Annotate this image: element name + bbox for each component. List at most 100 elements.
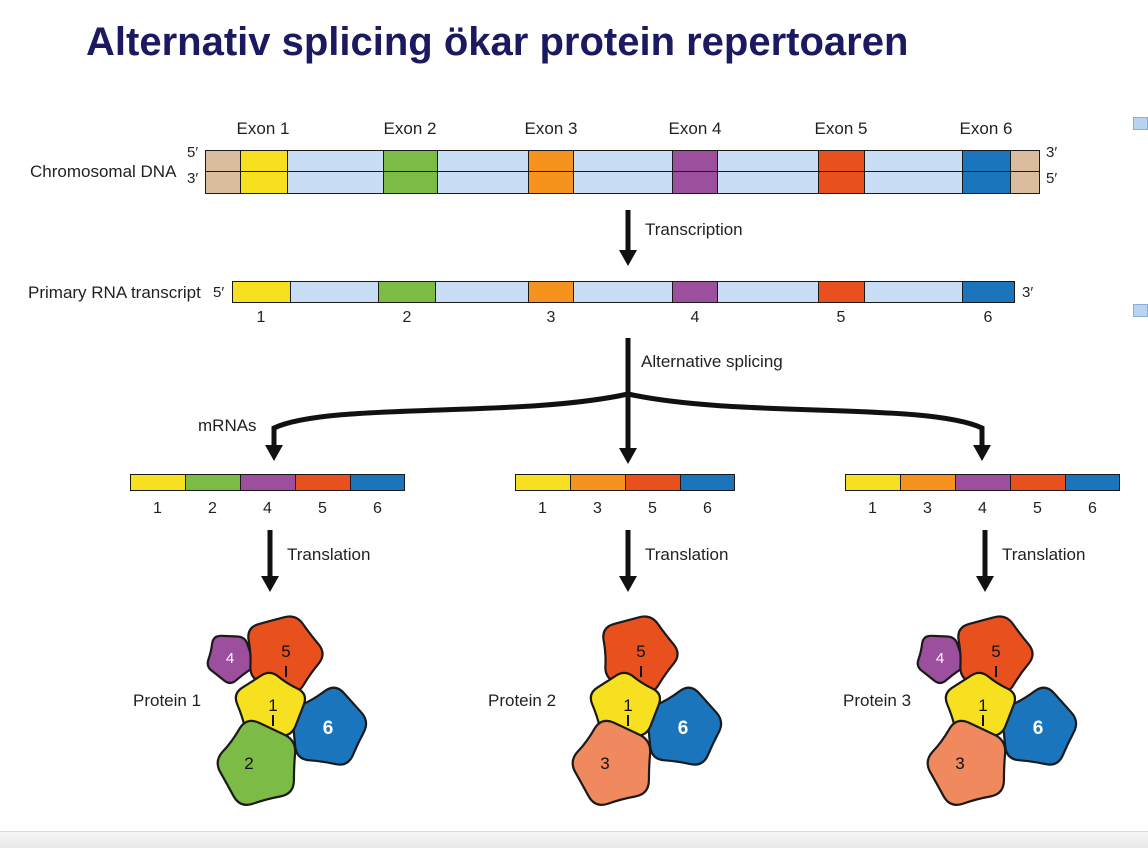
scrollbar-marker-top[interactable]	[1133, 117, 1148, 130]
mrna-1-exon-2	[186, 475, 241, 490]
protein-2-label: Protein 2	[488, 691, 557, 710]
protein-3-label: Protein 3	[843, 691, 912, 710]
mrna-3-exon-5	[1011, 475, 1066, 490]
mrna-3-number-3: 3	[923, 500, 932, 517]
window-footer	[0, 831, 1148, 848]
mrna-1-number-6: 6	[373, 500, 382, 517]
protein-subunit-3-number: 3	[955, 754, 964, 773]
translation-label-3: Translation	[1002, 545, 1086, 564]
mrna-3-number-4: 4	[978, 500, 987, 517]
protein-subunit-3-blob	[926, 719, 1007, 806]
protein-subunit-6-number: 6	[678, 718, 689, 739]
protein-subunit-3-number: 3	[600, 754, 609, 773]
alternative-splicing-label: Alternative splicing	[641, 352, 783, 371]
protein-subunit-4-blob	[206, 634, 255, 685]
mrna-3-number-1: 1	[868, 500, 877, 517]
mrna-1-exon-6	[351, 475, 404, 490]
intron	[865, 151, 963, 193]
exon-label-1: Exon 1	[236, 119, 290, 138]
exon-label-5: Exon 5	[814, 119, 868, 138]
mrna-3-exon-6	[1066, 475, 1119, 490]
mrna-2-number-6: 6	[703, 500, 712, 517]
protein-2-structure: 6 5 1 3	[571, 615, 723, 806]
mrna-3-number-5: 5	[1033, 500, 1042, 517]
arrowhead	[973, 445, 991, 461]
rna-exon-number-3: 3	[546, 309, 556, 326]
rna-exon-number-4: 4	[690, 309, 700, 326]
dna-exon-1	[241, 151, 288, 193]
mrna-2-exon-5	[626, 475, 681, 490]
mrna-1-number-1: 1	[153, 500, 162, 517]
mrna-1-exon-1	[131, 475, 186, 490]
dna-exon-3	[529, 151, 574, 193]
dna-left-5prime: 5′	[187, 144, 199, 161]
arrowhead	[619, 448, 637, 464]
dna-exon-2	[384, 151, 438, 193]
protein-subunit-6-number: 6	[1033, 718, 1044, 739]
dna-right-3prime: 3′	[1046, 144, 1058, 161]
mrna-2-exon-6	[681, 475, 734, 490]
mrna-1-exon-4	[241, 475, 296, 490]
rna-exon-2	[379, 282, 436, 302]
primary-rna-label: Primary RNA transcript	[28, 283, 201, 302]
protein-subunit-2-blob	[216, 719, 297, 806]
rna-exon-number-2: 2	[402, 309, 412, 326]
mrna-1-number-4: 4	[263, 500, 272, 517]
mrna-2-exon-1	[516, 475, 571, 490]
rna-exon-number-6: 6	[983, 309, 993, 326]
chromosomal-dna-bar	[205, 150, 1040, 194]
dna-right-5prime: 5′	[1046, 170, 1058, 187]
translation-label-1: Translation	[287, 545, 371, 564]
rna-exon-number-5: 5	[836, 309, 846, 326]
mrna-3-exon-1	[846, 475, 901, 490]
protein-1-structure: 4 6 5 1 2	[206, 615, 368, 806]
arrowhead	[619, 250, 637, 266]
intron	[574, 151, 673, 193]
protein-subunit-5-number: 5	[636, 642, 645, 661]
rna-exon-1	[233, 282, 291, 302]
intron	[291, 282, 379, 302]
transcription-label: Transcription	[645, 220, 743, 239]
protein-subunit-6-number: 6	[323, 718, 334, 739]
mrnas-label: mRNAs	[198, 416, 257, 435]
dna-left-3prime: 3′	[187, 170, 199, 187]
mrna-1-number-5: 5	[318, 500, 327, 517]
exon-label-2: Exon 2	[383, 119, 437, 138]
dna-exon-5	[819, 151, 865, 193]
protein-3-structure: 4 6 5 1 3	[916, 615, 1078, 806]
translation-label-2: Translation	[645, 545, 729, 564]
arrowhead	[976, 576, 994, 592]
exon-label-6: Exon 6	[959, 119, 1013, 138]
branch-left-arrow	[271, 391, 629, 447]
rna-exon-4	[673, 282, 718, 302]
mrna-3-number-6: 6	[1088, 500, 1097, 517]
exon-label-4: Exon 4	[668, 119, 722, 138]
mrna-2-bar	[515, 474, 735, 491]
dna-exon-6	[963, 151, 1011, 193]
dna-exon-4	[673, 151, 718, 193]
rna-exon-6	[963, 282, 1014, 302]
mrna-3-exon-4	[956, 475, 1011, 490]
rna-exon-3	[529, 282, 574, 302]
protein-subunit-5-number: 5	[991, 642, 1000, 661]
intron	[718, 151, 819, 193]
protein-subunit-2-number: 2	[244, 754, 253, 773]
intron	[718, 282, 819, 302]
scrollbar-marker-bottom[interactable]	[1133, 304, 1148, 317]
mrna-1-number-2: 2	[208, 500, 217, 517]
mrna-2-exon-3	[571, 475, 626, 490]
protein-subunit-5-number: 5	[281, 642, 290, 661]
dna-strand-divider	[206, 171, 1039, 172]
dna-end	[206, 151, 241, 193]
protein-1-label: Protein 1	[133, 691, 202, 710]
intron	[438, 151, 529, 193]
mrna-2-number-1: 1	[538, 500, 547, 517]
chromosomal-dna-label: Chromosomal DNA	[30, 162, 177, 181]
protein-subunit-1-number: 1	[978, 696, 987, 715]
protein-subunit-3-blob	[571, 719, 652, 806]
intron	[865, 282, 963, 302]
mrna-1-bar	[130, 474, 405, 491]
rna-3prime: 3′	[1022, 284, 1034, 301]
intron	[288, 151, 384, 193]
mrna-3-bar	[845, 474, 1120, 491]
